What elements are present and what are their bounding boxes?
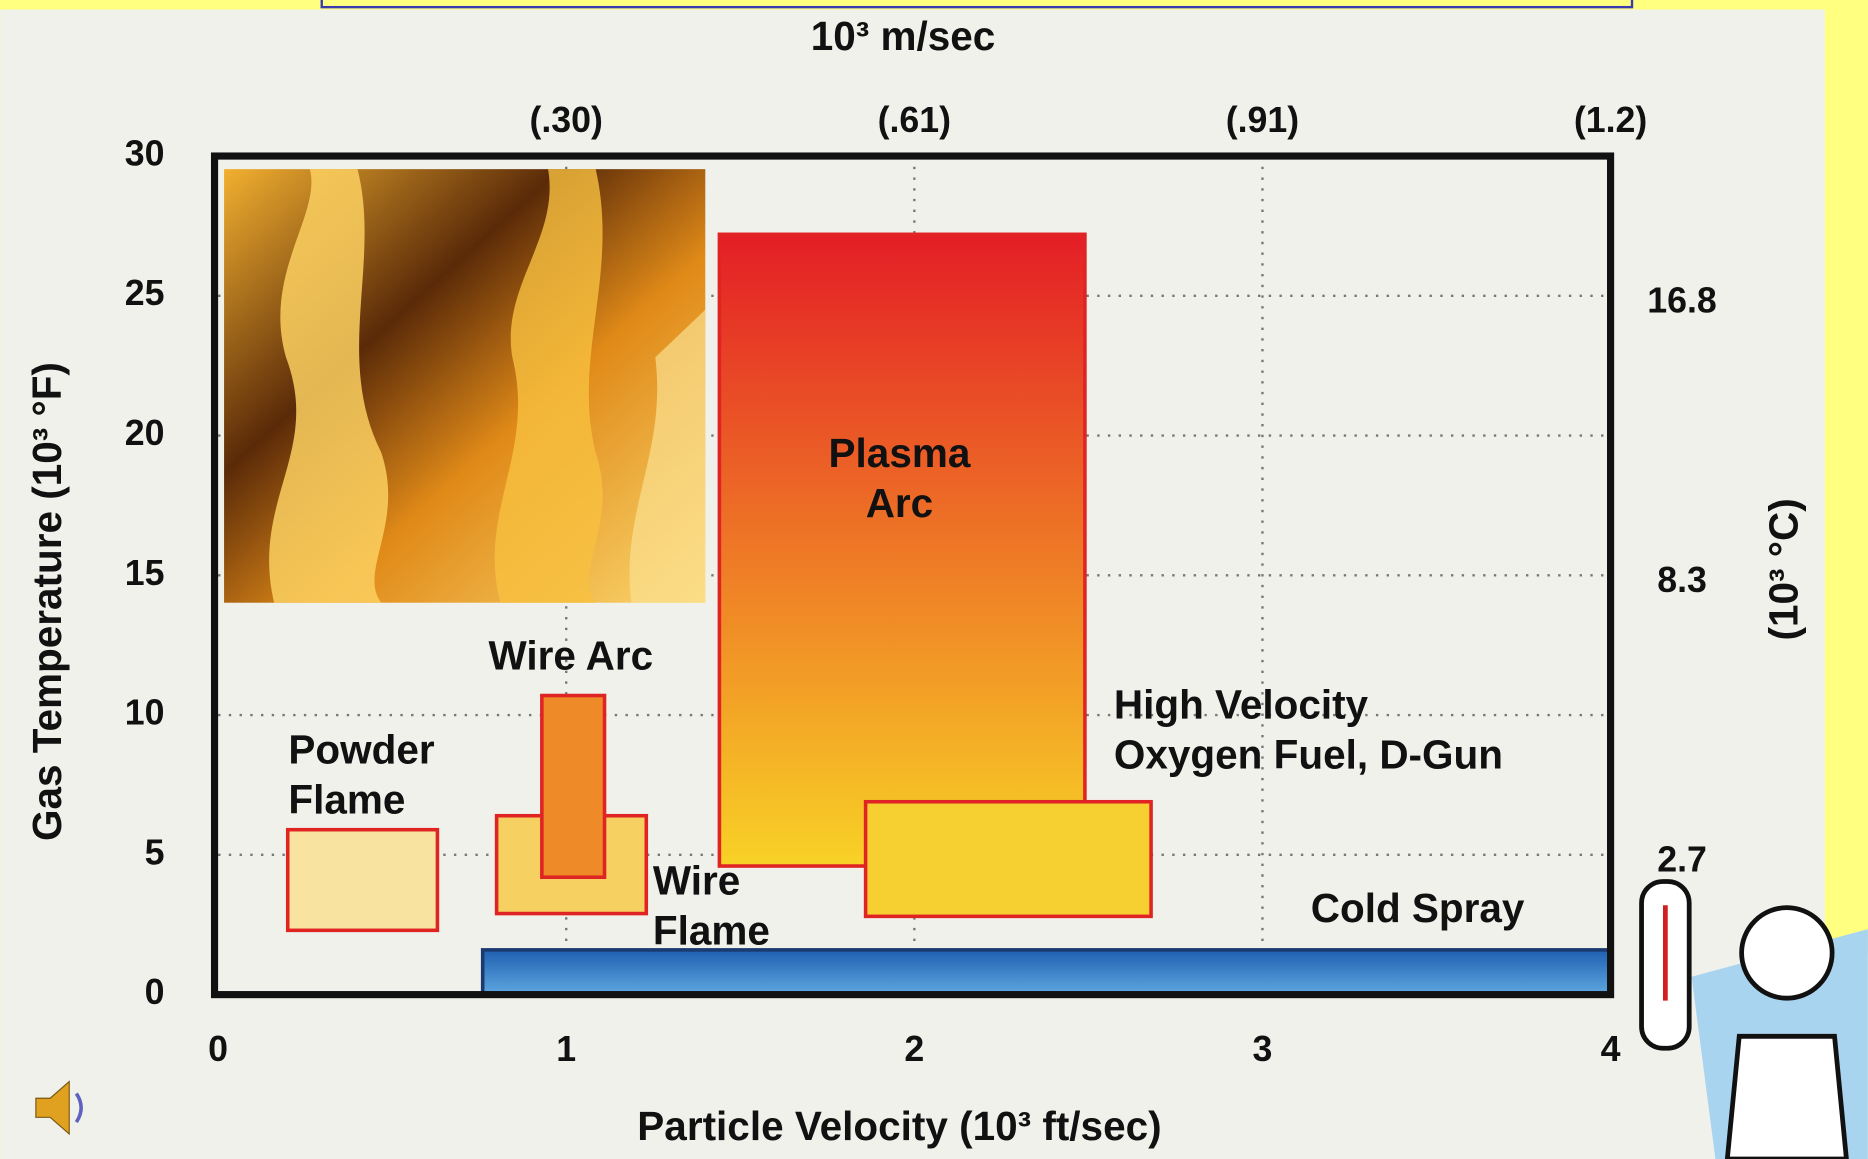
cartoon (1639, 879, 1868, 1159)
right-axis-title: (10³ °C) (1761, 498, 1807, 640)
range-box (717, 232, 1087, 868)
series-label: Wire (653, 858, 740, 904)
series-label: Powder (288, 727, 434, 773)
x-tick-label: 0 (208, 1029, 228, 1069)
plot-frame (210, 152, 1615, 999)
x-tick-label: 2 (904, 1029, 924, 1069)
range-box (480, 948, 1613, 997)
series-label: High Velocity (1114, 681, 1369, 727)
x-tick-label: 1 (556, 1029, 576, 1069)
flame-picture (224, 169, 706, 603)
y-tick-label: 30 (125, 133, 165, 173)
series-label: Wire Arc (489, 632, 654, 678)
plot (285, 232, 1613, 997)
speaker-icon (35, 1080, 83, 1136)
range-box (285, 827, 440, 933)
top-tick-label: (.30) (530, 100, 603, 140)
x-tick-label: 4 (1601, 1029, 1621, 1069)
y-tick-label: 5 (145, 832, 165, 872)
labels: 0 5 10 15 20 25 30 0 1 2 3 4 (.30) (.61) (.91) (1.2) 16.… (125, 100, 1717, 1069)
top-tick-label: (1.2) (1574, 100, 1647, 140)
top-tick-label: (.61) (878, 100, 951, 140)
y-tick-label: 25 (125, 273, 165, 313)
y-tick-label: 15 (125, 553, 165, 593)
series-label: Arc (866, 480, 934, 526)
y-axis-title: Gas Temperature (10³ °F) (24, 362, 70, 841)
right-tick-label: 2.7 (1657, 839, 1707, 879)
y-tick-label: 20 (125, 413, 165, 453)
title-box (320, 0, 1634, 9)
series-label: Flame (653, 908, 770, 954)
right-tick-label: 16.8 (1647, 280, 1717, 320)
top-tick-label: (.91) (1226, 100, 1299, 140)
series-label: Oxygen Fuel, D-Gun (1114, 731, 1503, 777)
x-axis-title: Particle Velocity (10³ ft/sec) (637, 1103, 1161, 1149)
top-axis-title: 10³ m/sec (811, 13, 996, 59)
range-box (863, 799, 1153, 919)
series-label: Cold Spray (1311, 885, 1525, 931)
y-tick-label: 10 (125, 693, 165, 733)
right-tick-label: 8.3 (1657, 560, 1707, 600)
y-tick-label: 0 (145, 972, 165, 1012)
x-tick-label: 3 (1253, 1029, 1273, 1069)
series-label: Plasma (829, 430, 971, 476)
series-label: Flame (288, 777, 405, 823)
range-box (540, 693, 607, 880)
